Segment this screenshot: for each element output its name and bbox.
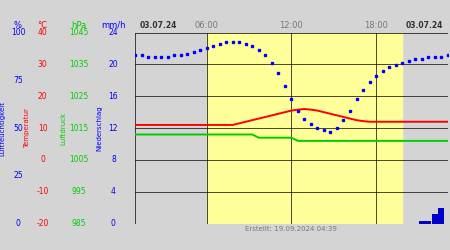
Text: 30: 30 — [38, 60, 48, 69]
Text: 16: 16 — [108, 92, 118, 101]
Bar — [207, 32, 402, 224]
Text: 03.07.24: 03.07.24 — [140, 21, 177, 30]
Bar — [419, 221, 425, 224]
Text: Temperatur: Temperatur — [24, 108, 30, 148]
Text: 1035: 1035 — [69, 60, 89, 69]
Text: 1025: 1025 — [69, 92, 88, 101]
Text: 06:00: 06:00 — [195, 21, 219, 30]
Text: 25: 25 — [13, 172, 23, 180]
Text: 100: 100 — [11, 28, 25, 37]
Text: 75: 75 — [13, 76, 23, 85]
Text: 1005: 1005 — [69, 156, 89, 164]
Text: °C: °C — [38, 21, 48, 30]
Text: 0: 0 — [16, 219, 20, 228]
Text: %: % — [14, 21, 22, 30]
Text: 24: 24 — [108, 28, 118, 37]
Text: 8: 8 — [111, 156, 116, 164]
Text: 10: 10 — [38, 124, 48, 132]
Text: Niederschlag: Niederschlag — [96, 105, 102, 151]
Text: 20: 20 — [108, 60, 118, 69]
Text: 03.07.24: 03.07.24 — [406, 21, 443, 30]
Text: 20: 20 — [38, 92, 48, 101]
Text: 12:00: 12:00 — [279, 21, 303, 30]
Text: 4: 4 — [111, 188, 116, 196]
Text: Erstellt: 19.09.2024 04:39: Erstellt: 19.09.2024 04:39 — [245, 226, 338, 232]
Text: -10: -10 — [36, 188, 49, 196]
Text: 1015: 1015 — [69, 124, 88, 132]
Bar — [425, 221, 431, 224]
Text: -20: -20 — [36, 219, 49, 228]
Text: 12: 12 — [108, 124, 118, 132]
Text: 0: 0 — [40, 156, 45, 164]
Text: 0: 0 — [111, 219, 116, 228]
Text: 40: 40 — [38, 28, 48, 37]
Text: 18:00: 18:00 — [364, 21, 388, 30]
Text: 1045: 1045 — [69, 28, 89, 37]
Text: mm/h: mm/h — [101, 21, 126, 30]
Text: 985: 985 — [72, 219, 86, 228]
Text: hPa: hPa — [71, 21, 86, 30]
Text: 50: 50 — [13, 124, 23, 132]
Bar — [432, 214, 438, 224]
Text: Luftdruck: Luftdruck — [60, 112, 66, 145]
Text: Luftfeuchtigkeit: Luftfeuchtigkeit — [0, 100, 5, 156]
Bar — [438, 208, 444, 224]
Text: 995: 995 — [72, 188, 86, 196]
